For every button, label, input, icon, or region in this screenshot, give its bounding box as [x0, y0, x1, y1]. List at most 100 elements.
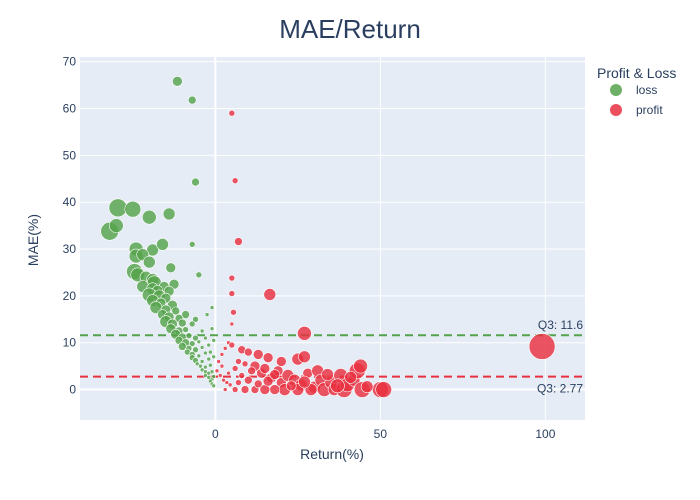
data-point-profit[interactable]: [353, 358, 368, 374]
data-point-profit[interactable]: [230, 308, 237, 316]
data-point-profit[interactable]: [244, 347, 253, 357]
data-point-loss[interactable]: [188, 340, 196, 347]
data-point-profit[interactable]: [247, 366, 256, 376]
data-point-loss[interactable]: [142, 209, 157, 225]
data-point-loss[interactable]: [124, 200, 142, 218]
data-point-loss[interactable]: [206, 356, 212, 362]
data-point-profit[interactable]: [221, 377, 226, 383]
legend-item-loss[interactable]: loss: [610, 83, 657, 97]
data-point-profit[interactable]: [222, 346, 228, 351]
data-point-loss[interactable]: [192, 346, 199, 354]
data-point-profit[interactable]: [214, 368, 220, 374]
data-point-profit[interactable]: [217, 373, 223, 378]
data-point-profit[interactable]: [263, 288, 277, 301]
data-point-profit[interactable]: [297, 326, 312, 341]
data-point-profit[interactable]: [235, 379, 242, 386]
data-point-loss[interactable]: [208, 349, 213, 355]
data-point-loss[interactable]: [162, 207, 176, 221]
y-tick-label: 30: [63, 242, 77, 256]
data-point-profit[interactable]: [240, 385, 250, 394]
data-point-profit[interactable]: [238, 372, 246, 379]
data-point-loss[interactable]: [194, 361, 200, 367]
data-point-loss[interactable]: [204, 312, 210, 317]
data-point-loss[interactable]: [196, 353, 202, 359]
data-point-loss[interactable]: [178, 318, 187, 328]
data-point-loss[interactable]: [209, 305, 215, 310]
data-point-loss[interactable]: [211, 354, 216, 360]
data-point-loss[interactable]: [191, 177, 200, 187]
data-point-loss[interactable]: [209, 369, 215, 375]
data-point-profit[interactable]: [228, 274, 236, 282]
data-point-loss[interactable]: [211, 338, 216, 343]
data-point-loss[interactable]: [109, 218, 124, 233]
data-point-loss[interactable]: [188, 320, 196, 328]
data-point-profit[interactable]: [262, 375, 274, 387]
data-point-loss[interactable]: [181, 310, 190, 319]
data-point-profit[interactable]: [216, 359, 221, 364]
data-point-profit[interactable]: [262, 352, 274, 364]
data-point-profit[interactable]: [321, 368, 334, 381]
data-point-profit[interactable]: [219, 363, 225, 369]
data-point-loss[interactable]: [198, 363, 203, 369]
data-point-loss[interactable]: [187, 95, 197, 105]
data-point-loss[interactable]: [172, 76, 183, 87]
data-point-profit[interactable]: [234, 237, 243, 246]
data-point-profit[interactable]: [227, 382, 233, 388]
data-point-loss[interactable]: [185, 332, 193, 339]
data-point-loss[interactable]: [206, 342, 212, 348]
data-point-profit[interactable]: [276, 356, 287, 367]
data-point-loss[interactable]: [195, 271, 203, 279]
data-point-loss[interactable]: [171, 306, 181, 316]
data-point-loss[interactable]: [192, 334, 199, 342]
data-point-profit[interactable]: [360, 380, 374, 394]
data-point-profit[interactable]: [344, 371, 357, 384]
data-point-loss[interactable]: [188, 241, 196, 248]
data-point-profit[interactable]: [528, 333, 556, 360]
data-point-profit[interactable]: [298, 350, 311, 364]
data-point-profit[interactable]: [224, 380, 230, 385]
y-tick-label: 70: [63, 55, 77, 69]
data-point-profit[interactable]: [252, 349, 264, 360]
data-point-loss[interactable]: [165, 262, 177, 274]
data-point-loss[interactable]: [211, 374, 216, 379]
data-point-profit[interactable]: [375, 381, 392, 398]
data-point-loss[interactable]: [196, 339, 202, 345]
data-point-profit[interactable]: [285, 380, 297, 392]
data-point-loss[interactable]: [192, 315, 199, 323]
data-point-profit[interactable]: [231, 365, 239, 372]
data-point-profit[interactable]: [222, 387, 228, 392]
data-point-profit[interactable]: [269, 384, 281, 395]
data-point-loss[interactable]: [108, 198, 128, 218]
data-point-loss[interactable]: [182, 326, 189, 333]
data-point-profit[interactable]: [259, 363, 271, 374]
data-point-profit[interactable]: [219, 352, 225, 357]
data-point-profit[interactable]: [231, 386, 239, 393]
data-point-profit[interactable]: [330, 378, 345, 394]
data-point-profit[interactable]: [253, 379, 263, 389]
data-point-loss[interactable]: [156, 238, 169, 251]
data-point-profit[interactable]: [235, 358, 242, 365]
data-point-loss[interactable]: [208, 362, 213, 368]
legend-item-profit[interactable]: profit: [610, 103, 663, 117]
data-point-profit[interactable]: [269, 369, 281, 380]
data-point-loss[interactable]: [203, 350, 208, 356]
data-point-profit[interactable]: [229, 321, 235, 327]
data-point-loss[interactable]: [203, 335, 208, 341]
data-point-profit[interactable]: [231, 177, 239, 184]
data-point-profit[interactable]: [298, 375, 311, 389]
data-point-loss[interactable]: [203, 364, 208, 370]
data-point-loss[interactable]: [199, 345, 205, 350]
data-point-loss[interactable]: [178, 342, 187, 351]
data-point-loss[interactable]: [199, 359, 205, 364]
data-point-profit[interactable]: [241, 360, 249, 368]
data-point-loss[interactable]: [209, 326, 215, 331]
data-point-loss[interactable]: [211, 383, 216, 389]
data-point-profit[interactable]: [226, 370, 231, 376]
data-point-profit[interactable]: [228, 341, 236, 349]
data-point-loss[interactable]: [199, 328, 205, 334]
data-point-profit[interactable]: [244, 375, 253, 385]
data-point-profit[interactable]: [228, 290, 236, 297]
data-point-profit[interactable]: [228, 109, 236, 117]
legend[interactable]: Profit & Loss loss profit: [597, 65, 676, 117]
data-point-loss[interactable]: [143, 255, 156, 269]
